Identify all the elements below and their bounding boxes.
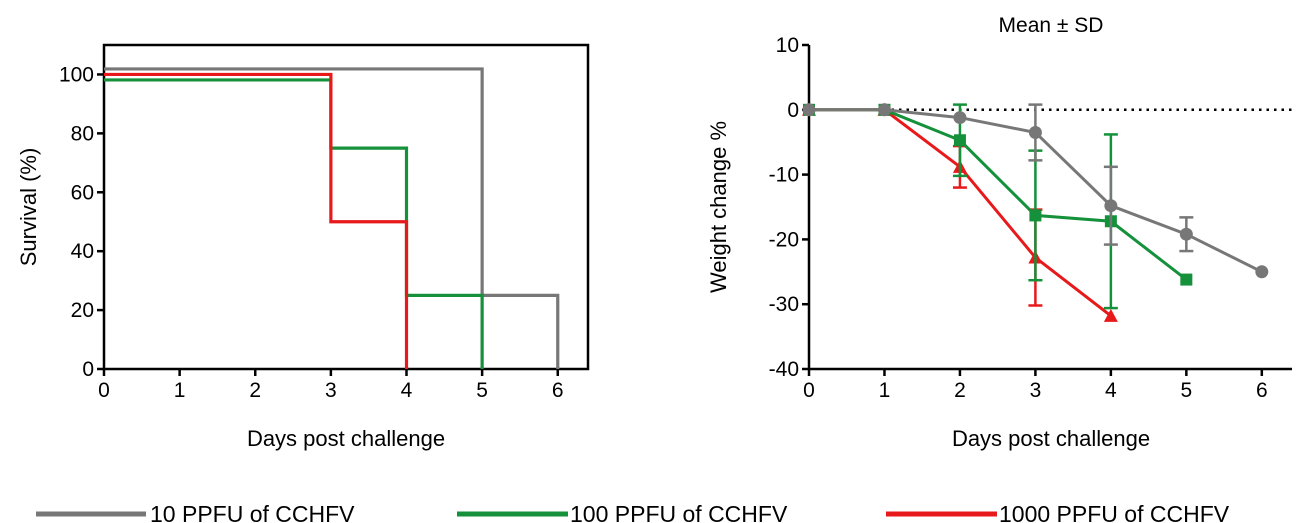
legend-item: 1000 PPFU of CCHFV: [886, 501, 1230, 523]
survival-y-axis-label: Survival (%): [16, 148, 41, 267]
x-tick-label: 4: [401, 379, 413, 402]
legend: 10 PPFU of CCHFV 100 PPFU of CCHFV 1000 …: [36, 501, 1230, 523]
legend-label: 1000 PPFU of CCHFV: [999, 501, 1230, 523]
y-tick-label: 40: [71, 240, 94, 263]
y-tick-label: 100: [59, 63, 94, 86]
y-tick-label: -20: [769, 228, 799, 251]
weight-series-line: [809, 108, 1188, 281]
x-tick-label: 6: [552, 379, 564, 402]
y-tick-label: 20: [71, 299, 94, 322]
x-tick-label: 4: [1105, 379, 1117, 402]
x-tick-label: 6: [1256, 379, 1268, 402]
weight-x-ticks: 0 1 2 3 4 5 6: [803, 369, 1268, 402]
weight-series-group: [803, 103, 1193, 310]
y-tick-label: 80: [71, 122, 94, 145]
y-tick-label: -40: [769, 358, 799, 381]
x-tick-label: 1: [879, 379, 891, 402]
x-tick-label: 2: [954, 379, 966, 402]
x-tick-label: 5: [1181, 379, 1193, 402]
y-tick-label: 0: [82, 358, 94, 381]
data-point-square: [1180, 273, 1193, 286]
survival-x-ticks: 0 1 2 3 4 5 6: [98, 369, 564, 402]
survival-series: [104, 67, 560, 369]
legend-label: 10 PPFU of CCHFV: [150, 501, 355, 523]
y-tick-label: -30: [769, 293, 799, 316]
survival-x-axis-label: Days post challenge: [247, 426, 445, 451]
x-tick-label: 5: [476, 379, 488, 402]
survival-series-line: [104, 78, 484, 369]
x-tick-label: 1: [174, 379, 186, 402]
weight-chart-title: Mean ± SD: [999, 14, 1104, 37]
data-point-circle: [877, 103, 891, 117]
legend-item: 10 PPFU of CCHFV: [36, 501, 355, 523]
weight-x-axis-label: Days post challenge: [952, 426, 1150, 451]
y-tick-label: -10: [769, 164, 799, 187]
x-tick-label: 3: [325, 379, 337, 402]
survival-series-line: [104, 72, 409, 369]
data-point-circle: [953, 111, 967, 125]
weight-y-axis-label: Weight change %: [706, 121, 731, 293]
data-point-circle: [1028, 125, 1042, 139]
weight-y-ticks: -40 -30 -20 -10 0 10: [769, 34, 809, 381]
y-tick-label: 0: [787, 99, 799, 122]
survival-plot-frame: [102, 43, 590, 371]
x-tick-label: 3: [1030, 379, 1042, 402]
survival-chart: 0 20 40 60 80 100 0 1 2 3 4 5 6 Days post challenge…: [16, 43, 590, 451]
weight-chart: -40 -30 -20 -10 0 10 0 1 2 3 4 5 6 Mean ± SD Days p…: [706, 14, 1292, 451]
data-point-circle: [1179, 227, 1193, 241]
x-tick-label: 2: [249, 379, 261, 402]
x-tick-label: 0: [98, 379, 110, 402]
data-point-square: [1029, 209, 1042, 222]
data-point-circle: [1104, 199, 1118, 213]
y-tick-label: 60: [71, 181, 94, 204]
data-point-circle: [1255, 265, 1269, 279]
legend-label: 100 PPFU of CCHFV: [570, 501, 788, 523]
data-point-triangle: [1103, 308, 1118, 322]
data-point-circle: [802, 103, 816, 117]
data-point-square: [953, 134, 966, 147]
weight-series-group: [802, 103, 1269, 279]
y-tick-label: 10: [776, 34, 799, 57]
legend-item: 100 PPFU of CCHFV: [457, 501, 788, 523]
survival-y-ticks: 0 20 40 60 80 100: [59, 63, 104, 381]
x-tick-label: 0: [803, 379, 815, 402]
weight-series: [802, 102, 1269, 322]
